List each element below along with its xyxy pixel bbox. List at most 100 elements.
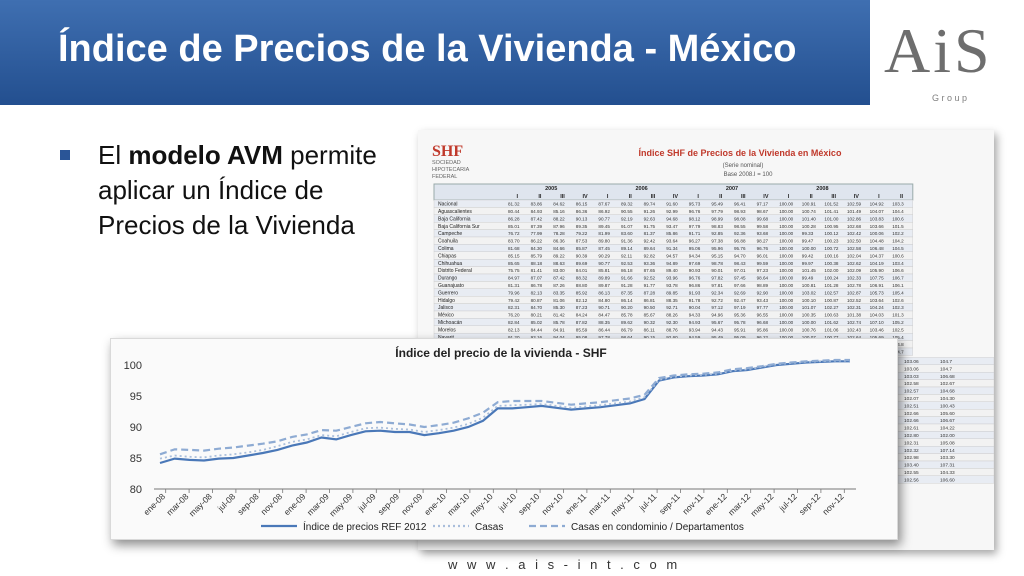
table-side-cell: 105.08 — [940, 440, 955, 446]
table-cell: 86.13 — [598, 290, 610, 295]
table-state-name: Aguascalientes — [438, 209, 472, 215]
shf-logo-subtext: SOCIEDAD — [432, 160, 461, 166]
table-cell: 85.65 — [508, 261, 520, 266]
table-cell: 101.3 — [892, 313, 904, 318]
table-side-cell: 102.32 — [904, 448, 919, 454]
table-quarter-header: IV — [854, 194, 860, 200]
table-cell: 102.31 — [847, 305, 861, 310]
x-tick-label: ene-10 — [422, 491, 448, 517]
table-cell: 100.00 — [779, 290, 793, 295]
x-tick-label: may-12 — [748, 491, 775, 518]
table-cell: 95.86 — [757, 327, 769, 332]
table-cell: 88.35 — [598, 320, 610, 325]
ais-logo: AiS G r o u p — [870, 0, 1024, 110]
logo-subtext: G r o u p — [932, 93, 967, 103]
table-cell: 92.71 — [666, 305, 678, 310]
x-tick-label: nov-11 — [680, 491, 705, 516]
table-cell: 99.59 — [757, 261, 769, 266]
table-cell: 97.69 — [689, 261, 701, 266]
table-cell: 88.63 — [553, 261, 565, 266]
table-cell: 92.30 — [666, 320, 678, 325]
table-cell: 97.17 — [757, 202, 769, 207]
table-cell: 87.82 — [576, 320, 588, 325]
table-cell: 90.04 — [689, 305, 701, 310]
table-cell: 102.04 — [847, 253, 861, 258]
table-cell: 85.02 — [531, 320, 543, 325]
table-cell: 82.13 — [531, 290, 543, 295]
table-cell: 104.2 — [892, 239, 904, 244]
table-cell: 90.71 — [598, 305, 610, 310]
table-cell: 100.00 — [802, 320, 816, 325]
table-cell: 98.83 — [711, 224, 723, 229]
table-cell: 87.42 — [553, 276, 565, 281]
table-cell: 91.28 — [621, 283, 633, 288]
table-cell: 100.00 — [779, 268, 793, 273]
table-cell: 94.68 — [666, 216, 678, 221]
table-cell: 100.76 — [802, 327, 816, 332]
table-cell: 100.07 — [802, 335, 816, 340]
table-cell: 106.6 — [892, 268, 904, 273]
table-cell: 90.39 — [576, 253, 588, 258]
table-cell: 95.78 — [734, 320, 746, 325]
table-cell: 79.96 — [508, 290, 520, 295]
table-cell: 92.42 — [644, 239, 656, 244]
table-cell: 98.12 — [689, 216, 701, 221]
table-cell: 100.00 — [779, 276, 793, 281]
table-cell: 101.28 — [824, 283, 838, 288]
table-cell: 102.6 — [892, 298, 904, 303]
table-cell: 86.18 — [621, 268, 633, 273]
table-cell: 96.76 — [689, 276, 701, 281]
table-cell: 100.38 — [824, 261, 838, 266]
table-quarter-header: III — [831, 194, 836, 200]
price-index-chart-image: Índice del precio de la vivienda - SHF 80… — [110, 338, 898, 540]
table-cell: 86.11 — [644, 327, 656, 332]
table-cell: 98.93 — [734, 209, 746, 214]
table-cell: 101.45 — [802, 268, 816, 273]
table-cell: 91.75 — [644, 224, 656, 229]
table-cell: 93.96 — [666, 276, 678, 281]
x-tick-label: sep-09 — [376, 491, 402, 517]
chart-title: Índice del precio de la vivienda - SHF — [395, 345, 606, 360]
table-cell: 102.87 — [847, 290, 861, 295]
table-cell: 94.96 — [711, 313, 723, 318]
table-cell: 101.62 — [824, 320, 838, 325]
table-subtitle: (Serie nominal) — [723, 163, 764, 169]
table-cell: 91.77 — [644, 283, 656, 288]
table-cell: 98.27 — [757, 239, 769, 244]
table-quarter-header: II — [538, 194, 542, 200]
table-cell: 99.47 — [802, 239, 814, 244]
table-cell: 81.31 — [508, 283, 520, 288]
table-cell: 100.95 — [824, 224, 838, 229]
bullet-text: El modelo AVM permite aplicar un Índice … — [98, 138, 398, 243]
table-cell: 106.48 — [870, 246, 884, 251]
table-cell: 94.33 — [689, 313, 701, 318]
table-cell: 81.68 — [508, 246, 520, 251]
x-tick-label: ene-11 — [563, 491, 589, 517]
x-tick-label: ene-09 — [282, 491, 308, 517]
table-cell: 96.68 — [757, 320, 769, 325]
table-cell: 94.34 — [689, 253, 701, 258]
table-cell: 86.22 — [531, 239, 543, 244]
table-cell: 100.77 — [824, 335, 838, 340]
table-cell: 101.5 — [892, 224, 904, 229]
table-cell: 84.62 — [553, 202, 565, 207]
table-side-cell: 102.00 — [940, 433, 955, 439]
table-cell: 92.85 — [711, 231, 723, 236]
table-cell: 85.92 — [576, 290, 588, 295]
table-cell: 92.11 — [621, 253, 633, 258]
table-cell: 75.75 — [508, 268, 520, 273]
table-cell: 100.00 — [779, 209, 793, 214]
table-cell: 89.74 — [644, 202, 656, 207]
table-cell: 91.66 — [621, 276, 633, 281]
table-cell: 100.74 — [802, 209, 816, 214]
table-cell: 84.91 — [553, 327, 565, 332]
table-cell: 99.58 — [757, 224, 769, 229]
table-cell: 102.27 — [824, 305, 838, 310]
table-cell: 105.69 — [870, 335, 884, 340]
table-side-cell: 102.66 — [904, 418, 919, 424]
table-cell: 86.79 — [621, 327, 633, 332]
table-cell: 86.14 — [621, 298, 633, 303]
table-cell: 96.55 — [757, 313, 769, 318]
x-tick-label: ene-12 — [703, 491, 729, 517]
table-cell: 95.49 — [711, 202, 723, 207]
